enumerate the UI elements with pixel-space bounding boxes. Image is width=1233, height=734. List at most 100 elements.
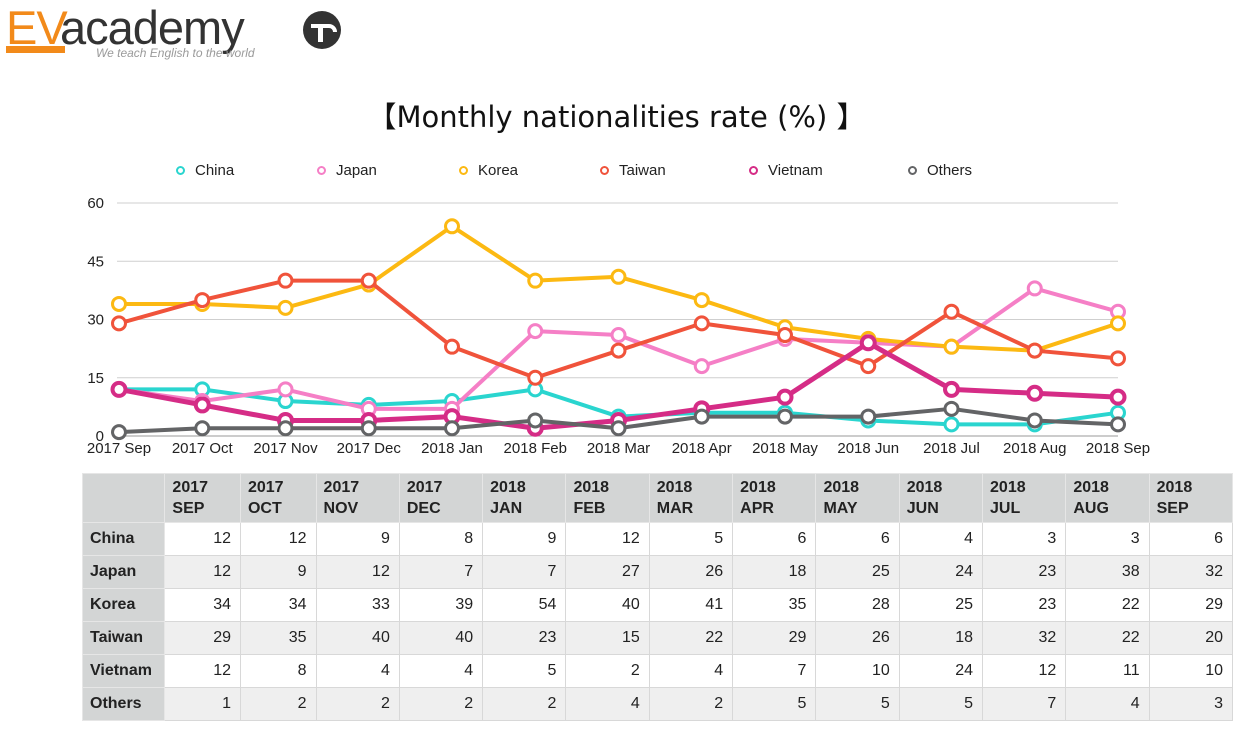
table-cell: 2 (398, 687, 484, 721)
legend-item-others[interactable]: Others (908, 158, 972, 182)
table-cell: 54 (482, 588, 567, 622)
evacademy-logo[interactable]: EV academy We teach English to the world (4, 2, 354, 62)
data-point-taiwan (610, 342, 627, 359)
table-cell: 2 (482, 687, 567, 721)
column-header-month: JAN (490, 500, 523, 517)
table-row: Japan 12 9 12 7 7 27 26 18 25 24 23 38 32 (81, 555, 1233, 589)
data-point-korea (444, 218, 460, 235)
table-cell: 2 (648, 687, 734, 721)
table-cell: 22 (1065, 588, 1150, 622)
table-cell: 12 (239, 522, 317, 556)
column-header-month: NOV (323, 500, 359, 517)
data-point-korea (277, 299, 294, 316)
table-cell: 40 (565, 588, 650, 622)
table-row: China 12 12 9 8 9 12 5 6 6 4 3 3 6 (81, 522, 1233, 556)
column-header: 2018 JUL (982, 473, 1067, 523)
table-cell: 34 (164, 588, 241, 622)
legend-marker-korea (459, 165, 468, 175)
data-point-taiwan (1110, 350, 1126, 367)
table-cell: 18 (898, 621, 984, 655)
row-header: Japan (81, 555, 166, 589)
data-point-others (943, 400, 960, 417)
table-cell: 9 (239, 555, 317, 589)
table-cell: 20 (1148, 621, 1233, 655)
data-point-others (860, 408, 877, 425)
column-header-year: 2018 (906, 479, 943, 496)
table-cell: 2 (565, 654, 650, 688)
data-point-korea (1110, 315, 1126, 332)
row-header: China (81, 522, 166, 556)
column-header-year: 2018 (1073, 479, 1109, 496)
logo-academy-text: academy (60, 1, 245, 54)
data-point-korea (527, 272, 544, 289)
data-point-vietnam (193, 396, 211, 414)
table-cell: 5 (815, 687, 900, 721)
data-point-taiwan (943, 303, 960, 320)
data-point-taiwan (527, 369, 544, 386)
column-header-year: 2017 (247, 479, 284, 496)
data-point-taiwan (360, 272, 377, 289)
chart-title: 【Monthly nationalities rate (%) 】 (367, 100, 866, 134)
y-tick-label: 15 (87, 370, 104, 387)
table-cell: 32 (982, 621, 1067, 655)
data-point-china (943, 416, 960, 433)
data-point-others (527, 412, 544, 429)
table-cell: 4 (648, 654, 734, 688)
column-header: 2017 DEC (398, 473, 484, 523)
x-tick-label: 2017 Oct (172, 440, 234, 457)
table-cell: 7 (482, 555, 567, 589)
table-cell: 7 (398, 555, 484, 589)
table-cell: 1 (164, 687, 241, 721)
table-cell: 6 (1148, 522, 1233, 556)
legend-item-china[interactable]: China (176, 158, 234, 182)
table-cell: 2 (239, 687, 317, 721)
table-cell: 23 (482, 621, 567, 655)
table-cell: 4 (898, 522, 984, 556)
legend-item-taiwan[interactable]: Taiwan (600, 158, 666, 182)
data-point-others (777, 408, 793, 425)
y-tick-label: 60 (87, 195, 104, 212)
table-cell: 3 (1148, 687, 1233, 721)
table-row: Vietnam 12 8 4 4 5 2 4 7 10 24 12 11 10 (81, 654, 1233, 688)
data-point-japan (610, 327, 627, 344)
table-cell: 12 (315, 555, 400, 589)
logo-ev-text: EV (6, 1, 68, 54)
table-cell: 4 (398, 654, 484, 688)
column-header-month: JUN (906, 500, 939, 517)
table-cell: 29 (164, 621, 241, 655)
table-header-row: 2017 SEP 2017 OCT 2017 NOV 2017 DEC 2018 JAN 2018 F… (81, 473, 1233, 523)
legend-marker-vietnam (749, 165, 758, 175)
data-point-japan (277, 381, 294, 398)
logo-tagline: We teach English to the world (96, 46, 255, 60)
column-header: 2018 MAY (815, 473, 900, 523)
table-cell: 22 (648, 621, 734, 655)
legend-label: Taiwan (619, 161, 666, 179)
data-point-others (610, 420, 627, 437)
legend-item-vietnam[interactable]: Vietnam (749, 158, 823, 182)
data-point-taiwan (777, 327, 793, 344)
table-cell: 39 (398, 588, 484, 622)
column-header-month: MAY (823, 500, 858, 517)
column-header-month: DEC (406, 500, 441, 517)
column-header-year: 2018 (740, 479, 776, 496)
table-cell: 26 (815, 621, 900, 655)
data-point-others (111, 424, 127, 441)
table-cell: 12 (164, 654, 241, 688)
table-cell: 3 (982, 522, 1067, 556)
table-cell: 4 (565, 687, 650, 721)
table-cell: 34 (239, 588, 317, 622)
data-point-korea (693, 292, 710, 309)
table-cell: 12 (164, 555, 241, 589)
legend-item-korea[interactable]: Korea (459, 158, 518, 182)
table-cell: 29 (1148, 588, 1233, 622)
table-cell: 9 (482, 522, 567, 556)
data-point-vietnam (943, 380, 960, 398)
legend-item-japan[interactable]: Japan (317, 158, 377, 182)
data-point-japan (527, 323, 544, 340)
column-header-month: FEB (573, 500, 606, 517)
data-point-others (1026, 412, 1043, 429)
table-cell: 10 (1148, 654, 1233, 688)
table-row: Others 1 2 2 2 2 4 2 5 5 5 7 4 3 (81, 687, 1233, 721)
legend-marker-japan (317, 165, 326, 175)
column-header-month: APR (740, 500, 774, 517)
